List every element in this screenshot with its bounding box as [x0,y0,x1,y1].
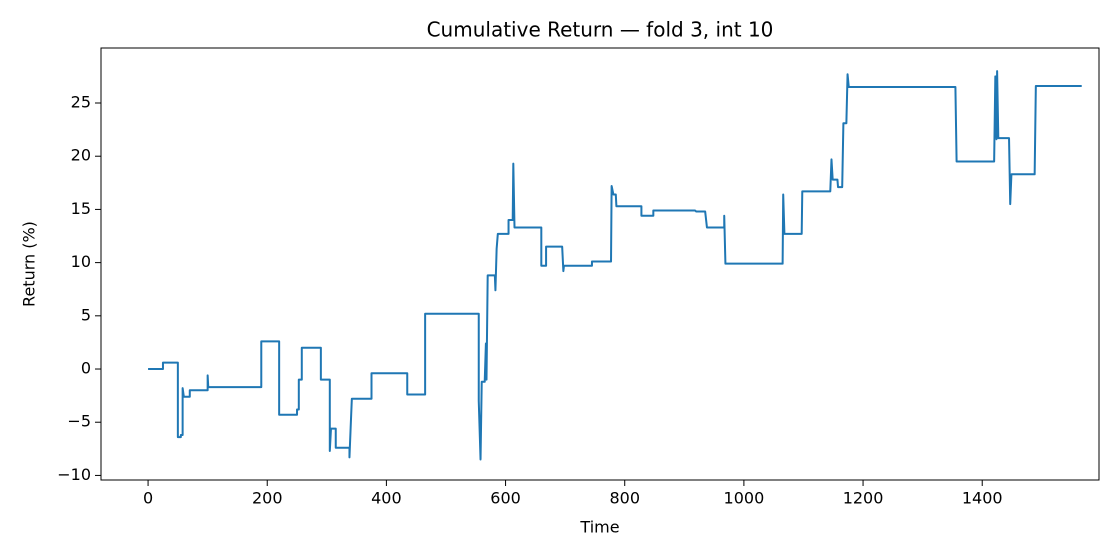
y-tick-label: −5 [67,412,91,431]
chart-title: Cumulative Return — fold 3, int 10 [427,18,774,42]
x-axis-label: Time [579,518,619,537]
y-tick-label: 10 [71,252,91,271]
x-tick-label: 0 [143,489,153,508]
y-tick-label: −10 [57,465,91,484]
x-tick-label: 800 [609,489,640,508]
plot-frame [100,47,1100,481]
x-tick-label: 1000 [724,489,765,508]
x-tick-label: 600 [490,489,521,508]
y-tick-label: 5 [81,305,91,324]
x-tick-label: 400 [371,489,402,508]
y-tick-label: 15 [71,199,91,218]
y-tick-label: 20 [71,146,91,165]
data-line [148,70,1082,461]
x-tick-label: 1400 [962,489,1003,508]
x-tick-label: 200 [252,489,283,508]
y-axis-label: Return (%) [20,221,39,307]
y-tick-label: 25 [71,93,91,112]
y-tick-label: 0 [81,359,91,378]
x-tick-label: 1200 [843,489,884,508]
